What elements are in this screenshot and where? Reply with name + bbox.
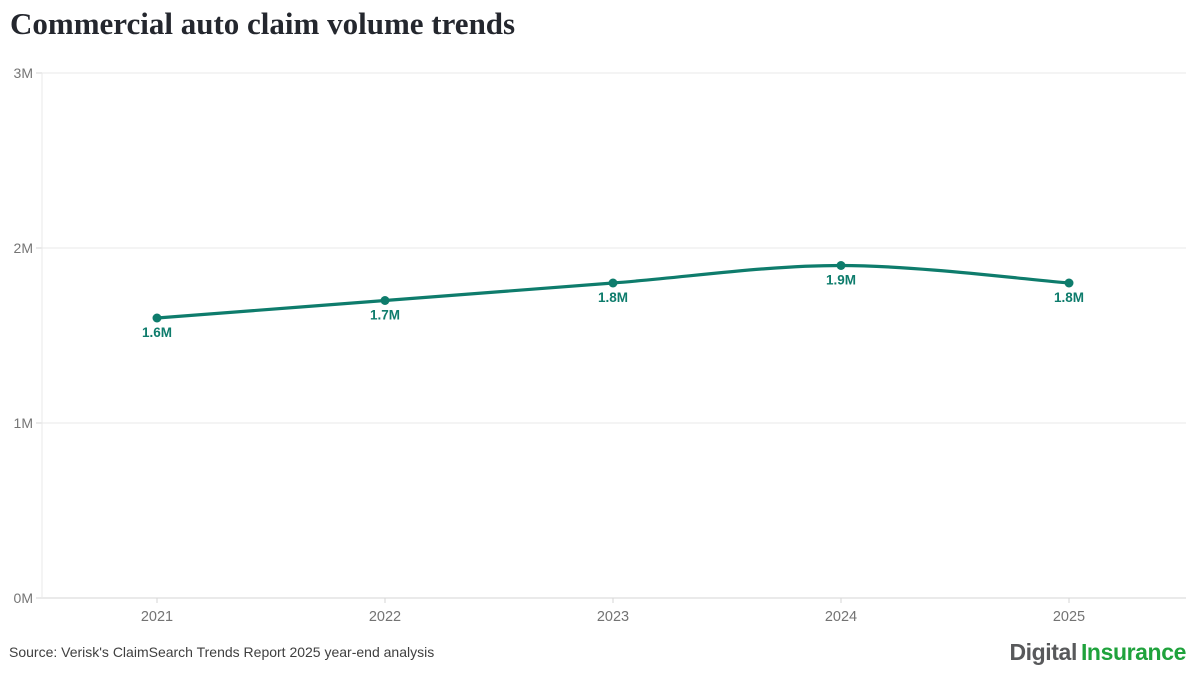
x-tick-label: 2022	[369, 609, 401, 625]
logo-word-insurance: Insurance	[1080, 638, 1186, 665]
x-tick-label: 2025	[1053, 609, 1085, 625]
x-tick-label: 2023	[597, 609, 629, 625]
x-tick-label: 2021	[141, 609, 173, 625]
logo-word-digital: Digital	[1009, 638, 1077, 665]
x-tick-label: 2024	[825, 609, 857, 625]
data-point	[836, 261, 846, 270]
data-point	[380, 296, 390, 305]
data-point-label: 1.9M	[826, 273, 856, 288]
y-tick-label: 0M	[14, 590, 33, 606]
data-point-label: 1.8M	[598, 290, 628, 305]
chart-footer: Source: Verisk's ClaimSearch Trends Repo…	[9, 637, 1186, 667]
data-point	[152, 313, 162, 323]
digital-insurance-logo: Digital Insurance	[1009, 639, 1186, 666]
data-point	[608, 278, 618, 288]
page-title: Commercial auto claim volume trends	[10, 6, 516, 41]
y-tick-label: 1M	[14, 415, 33, 431]
data-point-label: 1.8M	[1054, 290, 1084, 305]
y-tick-label: 3M	[14, 65, 33, 81]
source-note: Source: Verisk's ClaimSearch Trends Repo…	[9, 644, 435, 660]
data-point	[1064, 278, 1074, 288]
data-point-label: 1.6M	[142, 325, 172, 340]
data-point-label: 1.7M	[370, 308, 400, 323]
y-tick-label: 2M	[14, 240, 33, 256]
